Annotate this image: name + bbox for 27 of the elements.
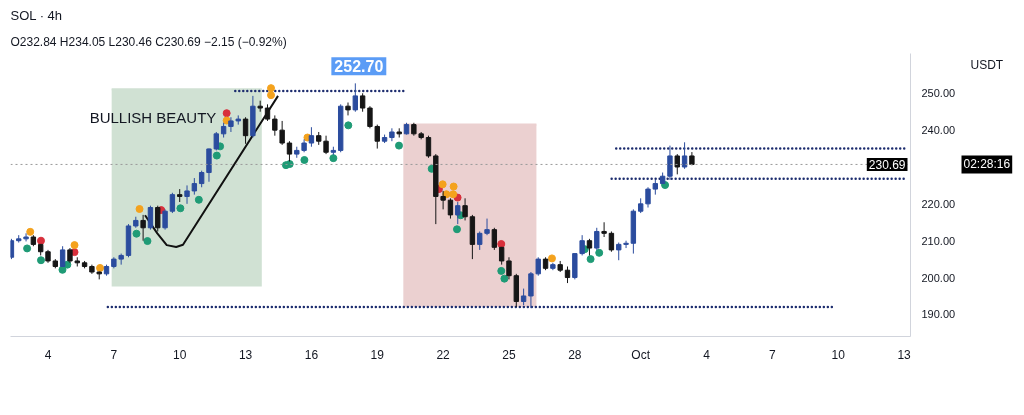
x-tick-label: Oct	[631, 347, 651, 362]
x-tick-label: 25	[502, 347, 516, 362]
x-tick-label: 4	[703, 347, 711, 362]
y-axis-title: USDT	[970, 57, 1004, 72]
y-tick-label: 250.00	[921, 87, 956, 100]
x-tick-label: 16	[304, 347, 319, 362]
y-tick-label: 240.00	[921, 124, 956, 137]
x-tick-label: 13	[238, 347, 253, 362]
x-tick-label: 7	[110, 347, 118, 362]
ref-line-label: 230.69	[868, 157, 906, 172]
chart-subtitle: O232.84 H234.05 L230.46 C230.69 −2.15 (−0.92%)	[10, 34, 287, 49]
x-tick-label: 22	[436, 347, 451, 362]
x-tick-label: 10	[173, 347, 187, 362]
y-tick-label: 190.00	[921, 308, 956, 321]
x-tick-label: 4	[44, 347, 52, 362]
y-tick-label: 210.00	[921, 234, 956, 247]
annotation: 252.70	[334, 58, 384, 76]
x-tick-label: 19	[370, 347, 385, 362]
text: 02:28:16	[963, 157, 1011, 172]
x-tick-label: 13	[897, 347, 912, 362]
x-tick-label: 7	[769, 347, 777, 362]
y-tick-label: 220.00	[921, 197, 956, 210]
y-tick-label: 200.00	[921, 271, 956, 284]
annotation: BULLISH BEAUTY	[89, 108, 217, 126]
chart-title: SOL · 4h	[10, 7, 63, 23]
x-tick-label: 10	[831, 347, 846, 362]
x-tick-label: 28	[568, 347, 582, 362]
